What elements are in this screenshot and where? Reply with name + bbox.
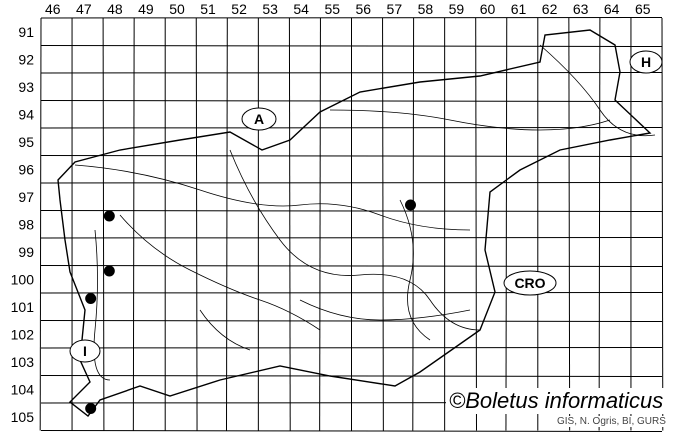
grid-line-vertical — [319, 17, 321, 431]
grid-line-horizontal — [40, 182, 663, 184]
x-axis-label: 56 — [356, 1, 372, 17]
x-axis-label: 57 — [387, 1, 403, 17]
x-axis-label: 60 — [480, 1, 496, 17]
x-axis-label: 54 — [293, 1, 309, 17]
grid-line-vertical — [195, 17, 198, 431]
grid-line-vertical — [568, 17, 571, 431]
grid-line-vertical — [382, 17, 384, 431]
y-axis-label: 101 — [11, 299, 35, 315]
record-dot — [103, 265, 115, 277]
grid-line-horizontal — [40, 347, 663, 349]
record-dot — [85, 403, 97, 414]
austria-label-oval — [241, 107, 277, 131]
grid-line-vertical — [505, 17, 508, 431]
grid-line-horizontal — [40, 72, 663, 74]
y-axis-label: 98 — [18, 217, 34, 233]
x-axis-label: 46 — [45, 1, 61, 17]
y-axis-label: 91 — [18, 24, 34, 40]
x-axis-label: 47 — [76, 1, 92, 17]
x-axis-label: 49 — [138, 1, 154, 17]
grid-line-horizontal — [40, 292, 663, 294]
x-axis-labels: 46 47 48 49 50 51 52 53 54 55 56 57 58 59 60 61 62 63 64 65 — [45, 1, 651, 17]
record-dot — [103, 210, 115, 222]
grid-line-vertical — [598, 17, 601, 431]
y-axis-label: 105 — [11, 409, 35, 425]
record-dot — [404, 199, 416, 211]
grid-line-horizontal — [40, 320, 663, 322]
grid-line-vertical — [102, 17, 105, 431]
x-axis-label: 59 — [449, 1, 465, 17]
grid-line-vertical — [39, 17, 42, 431]
y-axis-label: 96 — [18, 162, 34, 178]
x-axis-label: 48 — [107, 1, 123, 17]
croatia-label-oval — [503, 270, 557, 296]
grid-line-vertical — [288, 17, 291, 431]
y-axis-label: 97 — [18, 189, 34, 205]
x-axis-label: 55 — [324, 1, 340, 17]
croatia-label: CRO — [514, 275, 545, 291]
x-axis-label: 63 — [573, 1, 589, 17]
x-axis-label: 62 — [542, 1, 558, 17]
x-axis-label: 50 — [169, 1, 185, 17]
source-text: GIS, N. Ogris, BI, GURS — [555, 416, 668, 427]
x-axis-label: 58 — [418, 1, 434, 17]
hungary-label-oval — [629, 50, 663, 74]
rivers — [74, 44, 656, 381]
x-axis-label: 53 — [262, 1, 278, 17]
italy-label: I — [83, 343, 87, 359]
grid-line-horizontal — [40, 155, 663, 157]
grid-line-horizontal — [40, 265, 663, 267]
credit-text: ©Boletus informaticus — [446, 388, 667, 414]
grid-line-horizontal — [40, 375, 663, 377]
grid-line-horizontal — [40, 430, 663, 432]
y-axis-label: 100 — [11, 272, 35, 288]
y-axis-label: 103 — [11, 354, 35, 370]
austria-label: A — [254, 111, 264, 127]
grid-line-vertical — [132, 17, 135, 431]
x-axis-label: 51 — [200, 1, 216, 17]
x-axis-label: 64 — [604, 1, 620, 17]
y-axis-label: 104 — [11, 382, 35, 398]
grid-line-horizontal — [40, 127, 663, 129]
grid-line-vertical — [661, 17, 664, 431]
y-axis-label: 92 — [18, 52, 34, 68]
record-dot — [85, 293, 97, 304]
grid-line-horizontal — [40, 210, 663, 212]
y-axis-label: 93 — [18, 79, 34, 95]
record-dots — [85, 199, 416, 414]
x-axis-label: 61 — [511, 1, 527, 17]
x-axis-label: 52 — [231, 1, 247, 17]
y-axis-label: 102 — [11, 327, 35, 343]
grid-line-horizontal — [40, 237, 663, 239]
grid-line-horizontal — [40, 100, 663, 102]
y-axis-label: 99 — [18, 244, 34, 260]
grid-line-horizontal — [40, 17, 663, 19]
x-axis-label: 65 — [635, 1, 651, 17]
grid-line-vertical — [226, 17, 228, 431]
y-axis-label: 95 — [18, 134, 34, 150]
italy-label-oval — [69, 339, 101, 363]
country-border — [57, 29, 652, 417]
grid-lines — [39, 17, 664, 432]
y-axis-labels: 91 92 93 94 95 96 97 98 99 100 101 102 103 104 105 — [11, 24, 35, 425]
hungary-label: H — [641, 54, 651, 70]
grid-line-horizontal — [40, 45, 663, 47]
y-axis-label: 94 — [18, 107, 34, 123]
grid-line-vertical — [475, 17, 477, 431]
